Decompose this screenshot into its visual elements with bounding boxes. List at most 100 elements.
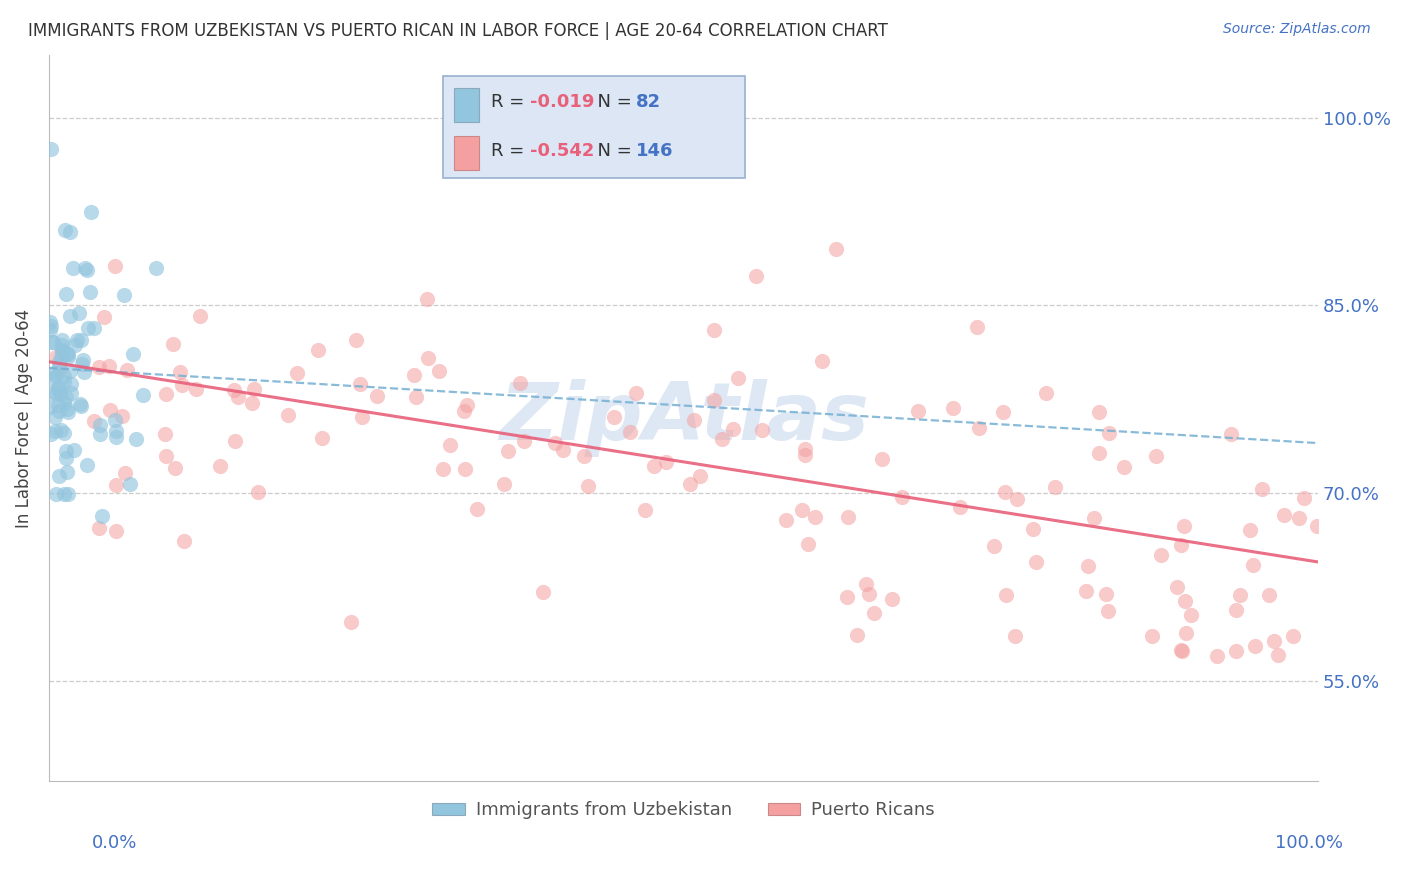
Point (80, 204, 103, 219)
Point (162, 337, 184, 351)
Point (1229, 588, 1251, 602)
Point (48, 382, 70, 396)
Point (209, 459, 232, 474)
Point (69, 397, 91, 411)
Point (405, 390, 427, 404)
Point (51, 333, 73, 347)
Point (45, 368, 67, 383)
Point (53, 223, 76, 237)
Point (55, 286, 77, 301)
Point (470, 154, 492, 169)
Point (679, 477, 702, 491)
Point (52, 368, 75, 383)
Point (453, 404, 475, 418)
Point (811, 354, 834, 368)
Point (59, 225, 82, 239)
Point (553, 442, 575, 457)
Point (634, 503, 657, 517)
Point (1140, 629, 1163, 643)
Point (949, 500, 972, 514)
Point (55, 451, 77, 466)
Point (51, 338, 73, 352)
Point (111, 409, 134, 423)
Point (63, 443, 86, 458)
Point (105, 424, 128, 438)
Point (845, 628, 868, 642)
Point (83, 414, 105, 428)
Point (745, 269, 768, 284)
Point (402, 368, 425, 383)
Point (46, 398, 69, 412)
Point (56, 405, 79, 419)
Point (45, 487, 67, 501)
Point (153, 427, 176, 442)
Point (624, 386, 647, 401)
Point (247, 485, 270, 500)
Point (432, 462, 454, 476)
Point (118, 476, 141, 491)
Point (44, 409, 66, 424)
Point (1087, 446, 1109, 460)
Point (73, 260, 96, 275)
Point (1077, 559, 1099, 574)
Point (188, 310, 211, 324)
Point (1150, 548, 1173, 562)
Point (572, 450, 595, 464)
Point (224, 434, 246, 448)
Text: -0.019: -0.019 (530, 94, 595, 112)
Y-axis label: In Labor Force | Age 20-64: In Labor Force | Age 20-64 (15, 309, 32, 528)
Point (42, 334, 65, 349)
Point (531, 585, 554, 599)
Point (169, 365, 191, 379)
Point (114, 466, 136, 480)
Point (42, 370, 65, 384)
Point (824, 242, 846, 256)
Point (228, 390, 250, 404)
Point (456, 399, 478, 413)
Point (58, 350, 80, 364)
Point (863, 607, 886, 621)
Point (439, 438, 461, 452)
Point (155, 387, 177, 401)
Point (1239, 523, 1261, 537)
Point (59, 363, 82, 377)
Text: N =: N = (586, 142, 638, 160)
Point (170, 377, 193, 392)
Point (49, 387, 72, 401)
Point (654, 455, 676, 469)
Point (90, 508, 112, 523)
Point (1074, 583, 1097, 598)
Point (1170, 538, 1192, 552)
Point (42, 367, 65, 381)
Point (1292, 491, 1315, 505)
Point (145, 260, 167, 275)
Point (496, 443, 519, 458)
Point (104, 413, 127, 427)
Point (48, 468, 70, 483)
Point (882, 592, 904, 607)
Point (416, 292, 439, 306)
Point (602, 409, 624, 424)
Point (1243, 639, 1265, 653)
Text: 82: 82 (636, 94, 661, 112)
Point (45, 387, 67, 401)
Point (48, 359, 70, 373)
Point (311, 431, 333, 445)
Point (1258, 588, 1281, 602)
Point (277, 408, 299, 422)
Point (835, 590, 858, 604)
Point (55, 390, 77, 404)
Point (891, 490, 914, 504)
Point (69, 333, 91, 347)
Point (49, 360, 72, 375)
Point (39, 323, 62, 337)
Point (165, 460, 187, 475)
Point (804, 510, 827, 524)
Point (340, 615, 363, 629)
Point (1144, 449, 1167, 463)
Text: R =: R = (491, 94, 530, 112)
Point (1035, 385, 1057, 400)
Point (643, 458, 665, 473)
Point (63, 338, 86, 352)
Text: IMMIGRANTS FROM UZBEKISTAN VS PUERTO RICAN IN LABOR FORCE | AGE 20-64 CORRELATIO: IMMIGRANTS FROM UZBEKISTAN VS PUERTO RIC… (28, 22, 889, 40)
